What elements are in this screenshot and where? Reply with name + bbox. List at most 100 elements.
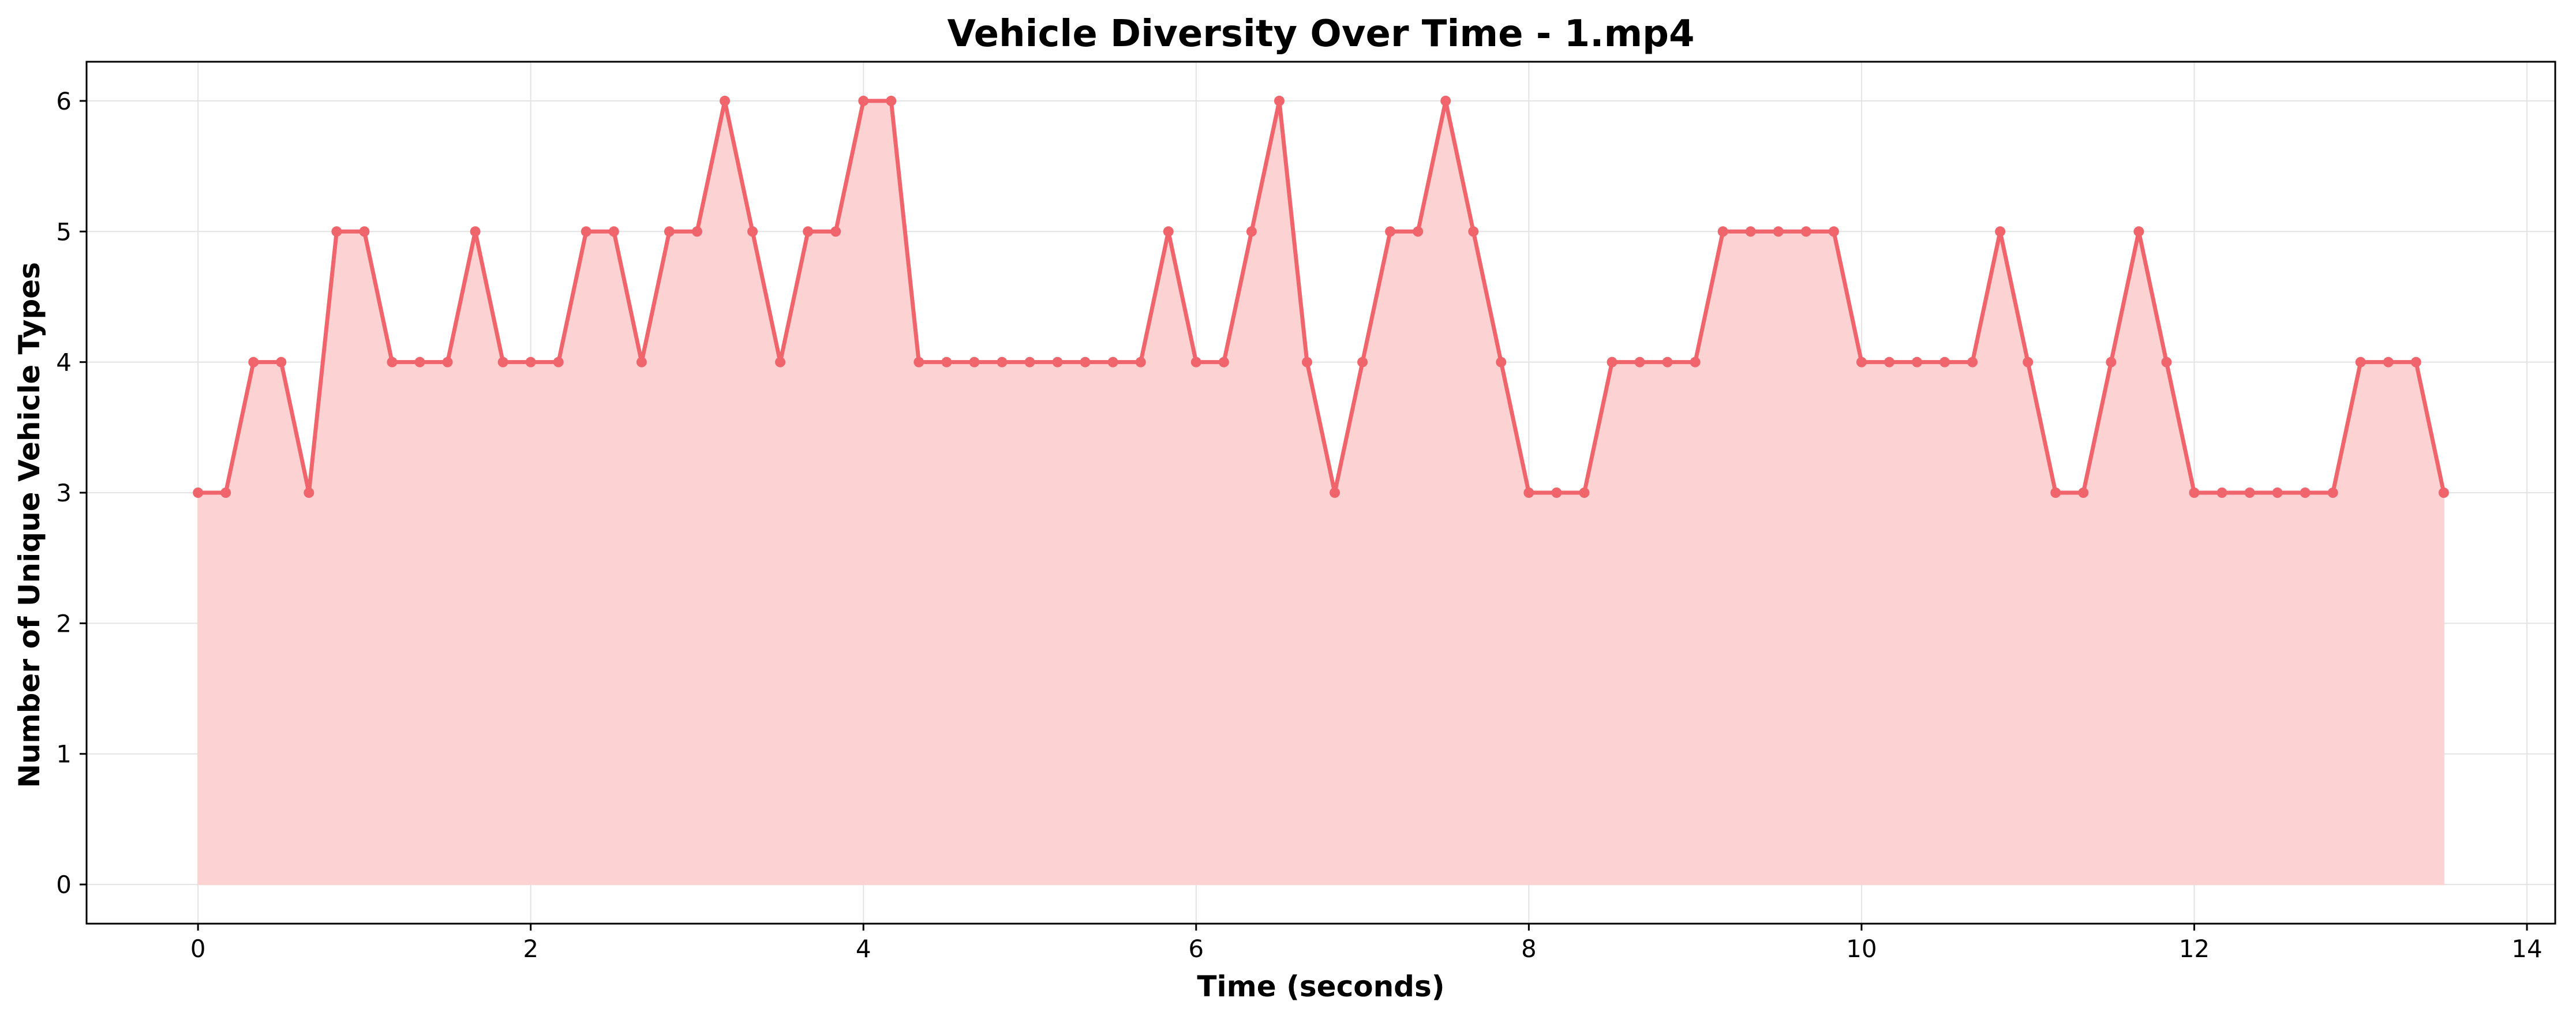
data-point [193,487,204,498]
data-point [2133,226,2144,237]
data-point [747,226,758,237]
x-tick-label: 8 [1521,935,1537,963]
data-point [525,357,536,367]
data-point [913,357,924,367]
data-point [1385,226,1396,237]
data-point [1357,357,1368,367]
data-point [830,226,841,237]
data-point [969,357,980,367]
data-point [858,95,869,106]
data-point [1800,226,1811,237]
data-point [1884,357,1894,367]
data-point [941,357,952,367]
y-tick-label: 6 [56,87,72,115]
data-point [442,357,453,367]
y-axis-label: Number of Unique Vehicle Types [13,262,46,788]
data-point [886,95,897,106]
data-point [1579,487,1590,498]
data-point [248,357,259,367]
data-point [581,226,591,237]
data-point [664,226,675,237]
data-point [304,487,314,498]
plot-area [193,95,2449,886]
data-point [2078,487,2089,498]
y-tick-label: 2 [56,609,72,638]
data-point [1413,226,1424,237]
data-point [553,357,564,367]
data-point [2106,357,2117,367]
data-point [1107,357,1118,367]
data-point [2272,487,2283,498]
data-point [2023,357,2034,367]
data-point [636,357,647,367]
data-point [1745,226,1756,237]
data-point [1856,357,1867,367]
data-point [1911,357,1922,367]
data-point [1662,357,1673,367]
x-tick-label: 14 [2511,935,2542,963]
data-point [1717,226,1728,237]
x-tick-label: 10 [1846,935,1877,963]
data-point [1995,226,2006,237]
data-point [2189,487,2200,498]
data-point [2383,357,2394,367]
data-point [1690,357,1701,367]
data-point [1496,357,1507,367]
data-point [387,357,398,367]
data-point [2410,357,2421,367]
series-area-fill [197,100,2444,886]
data-point [497,357,508,367]
data-point [1940,357,1950,367]
data-point [1607,357,1618,367]
data-point [2244,487,2255,498]
data-point [1773,226,1784,237]
x-tick-label: 0 [190,935,206,963]
y-tick-label: 4 [56,348,72,377]
data-point [1468,226,1479,237]
data-point [1274,95,1285,106]
x-tick-label: 2 [523,935,538,963]
data-point [1523,487,1534,498]
data-point [331,226,342,237]
data-point [2161,357,2172,367]
data-point [1440,95,1451,106]
data-point [1330,487,1341,498]
data-point [1246,226,1257,237]
data-point [470,226,481,237]
data-point [2216,487,2227,498]
data-point [2300,487,2311,498]
y-tick-label: 0 [56,871,72,899]
data-point [1218,357,1229,367]
data-point [1551,487,1562,498]
data-point [1052,357,1063,367]
data-point [1190,357,1201,367]
data-point [2050,487,2061,498]
y-tick-label: 3 [56,479,72,507]
data-point [608,226,619,237]
data-point [220,487,231,498]
data-point [2438,487,2449,498]
data-point [1163,226,1174,237]
x-tick-label: 4 [856,935,871,963]
data-point [720,95,731,106]
y-tick-label: 1 [56,740,72,768]
series-line [198,99,2446,495]
x-tick-label: 6 [1188,935,1204,963]
data-point [691,226,702,237]
x-tick-label: 12 [2179,935,2210,963]
data-point [803,226,814,237]
data-point [414,357,425,367]
data-point [1634,357,1645,367]
y-tick-label: 5 [56,217,72,246]
data-point [775,357,786,367]
data-point [359,226,370,237]
data-point [1301,357,1312,367]
data-point [997,357,1008,367]
data-point [1024,357,1035,367]
data-point [2327,487,2338,498]
data-point [276,357,287,367]
data-point [1135,357,1146,367]
